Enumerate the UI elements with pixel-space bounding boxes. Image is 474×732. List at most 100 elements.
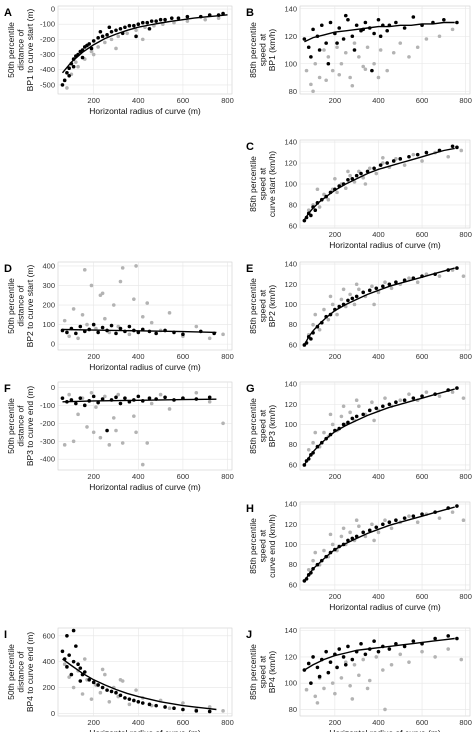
y-axis-label-line: 85th percentile (248, 22, 258, 78)
y-tick-label: 100 (284, 420, 297, 429)
y-tick-label: 60 (289, 460, 297, 469)
data-point (317, 327, 322, 332)
data-point (433, 636, 437, 641)
data-point (96, 45, 100, 49)
y-axis-label-line: 85th percentile (248, 156, 258, 212)
data-point (78, 396, 83, 400)
data-point (172, 706, 176, 711)
data-point (140, 701, 145, 705)
data-point (145, 20, 150, 25)
data-point (350, 34, 355, 39)
panel-a: A 200 400 600 800 0 -100 -200 -300 -400 -500 50th p… (4, 5, 234, 116)
data-point (415, 152, 420, 157)
data-point (82, 268, 87, 272)
data-point (313, 550, 318, 555)
data-point (339, 414, 344, 419)
data-point (367, 288, 372, 293)
x-tick-label: 800 (459, 352, 472, 361)
y-tick-label: 80 (289, 200, 297, 209)
panel-letter: F (4, 383, 11, 395)
data-point (322, 430, 326, 435)
data-point (60, 83, 65, 87)
data-point (398, 398, 403, 403)
fit-line (303, 506, 455, 582)
data-point (65, 665, 69, 669)
data-point (372, 166, 376, 171)
data-point (389, 286, 394, 291)
y-tick-label: 80 (289, 560, 297, 569)
y-tick-label: -200 (40, 419, 55, 428)
data-point (89, 49, 94, 54)
data-point (185, 19, 190, 23)
y-axis-label: 50th percentiledistance ofBP4 to curve e… (6, 632, 35, 712)
data-point (98, 435, 103, 440)
data-point (407, 276, 411, 280)
data-point (370, 284, 374, 289)
data-point (109, 29, 114, 34)
data-point (343, 662, 348, 667)
data-point (381, 522, 385, 527)
y-axis-label-line: distance of (16, 405, 26, 447)
data-point (361, 530, 366, 535)
data-point (391, 159, 396, 163)
y-tick-label: 120 (284, 159, 297, 168)
data-point (69, 672, 74, 677)
data-point (82, 657, 87, 661)
data-point (350, 176, 355, 181)
data-point (455, 145, 459, 150)
data-point (181, 701, 185, 705)
data-point (306, 45, 311, 50)
data-point (136, 22, 141, 27)
data-point (326, 670, 331, 675)
data-point (132, 297, 136, 301)
plot-area (299, 627, 471, 717)
y-tick-label: 140 (284, 4, 297, 13)
data-point (402, 26, 407, 30)
data-point (348, 410, 352, 415)
data-point (357, 404, 361, 409)
data-point (411, 639, 416, 643)
data-point (65, 70, 69, 75)
fit-line (62, 328, 217, 334)
data-point (450, 27, 455, 32)
data-point (80, 692, 85, 696)
data-point (76, 336, 80, 341)
data-point (376, 17, 381, 22)
data-point (350, 296, 355, 301)
y-axis-label-line: 85th percentile (248, 644, 258, 700)
data-point (118, 401, 123, 406)
data-point (350, 697, 355, 701)
x-tick-label: 200 (87, 472, 100, 481)
panel-letter: E (246, 263, 253, 275)
y-axis-label-line: distance of (16, 285, 26, 327)
y-tick-label: 60 (289, 221, 297, 230)
y-tick-label: 120 (284, 280, 297, 289)
data-point (103, 394, 107, 399)
data-point (394, 518, 398, 523)
data-point (85, 322, 89, 327)
data-point (387, 402, 392, 407)
data-point (221, 332, 225, 337)
data-point (167, 407, 172, 411)
x-axis-label: Horizontal radius of curve (m) (89, 106, 201, 116)
y-axis-label: 50th percentiledistance ofBP2 to curve s… (6, 265, 35, 348)
y-tick-label: 140 (284, 500, 297, 509)
data-point (387, 520, 392, 525)
data-point (357, 673, 361, 678)
data-point (154, 703, 158, 708)
y-tick-label: -400 (40, 455, 55, 464)
data-point (367, 678, 372, 683)
x-tick-label: 200 (87, 718, 100, 727)
data-point (335, 45, 339, 50)
data-point (89, 283, 94, 288)
data-point (324, 78, 328, 83)
x-tick-label: 800 (459, 96, 472, 105)
data-point (343, 660, 348, 664)
data-point (91, 52, 96, 57)
data-point (415, 520, 420, 525)
data-point (71, 628, 76, 633)
data-point (350, 657, 355, 662)
data-point (71, 307, 76, 311)
data-point (306, 567, 311, 572)
y-tick-label: 400 (42, 657, 55, 666)
